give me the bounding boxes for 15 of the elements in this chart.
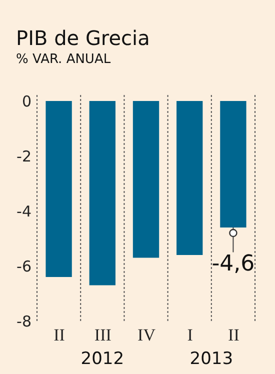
x-tick-label: I: [187, 326, 194, 344]
chart-subtitle: % VAR. ANUAL: [16, 52, 112, 67]
x-tick-label: IV: [138, 326, 156, 344]
data-label: -4,6: [212, 252, 255, 277]
y-tick-label: -6: [16, 258, 32, 276]
x-tick-label: III: [94, 326, 112, 344]
y-tick-label: 0: [22, 92, 32, 110]
text: 2012: [80, 349, 124, 369]
y-tick-label: -8: [16, 312, 32, 330]
y-tick-label: -4: [16, 202, 32, 220]
x-tick-label: II: [228, 326, 240, 344]
text: 2013: [190, 349, 234, 369]
y-tick-label: -2: [16, 148, 32, 166]
x-tick-label: II: [54, 326, 66, 344]
chart-title: PIB de Grecia: [16, 26, 150, 50]
